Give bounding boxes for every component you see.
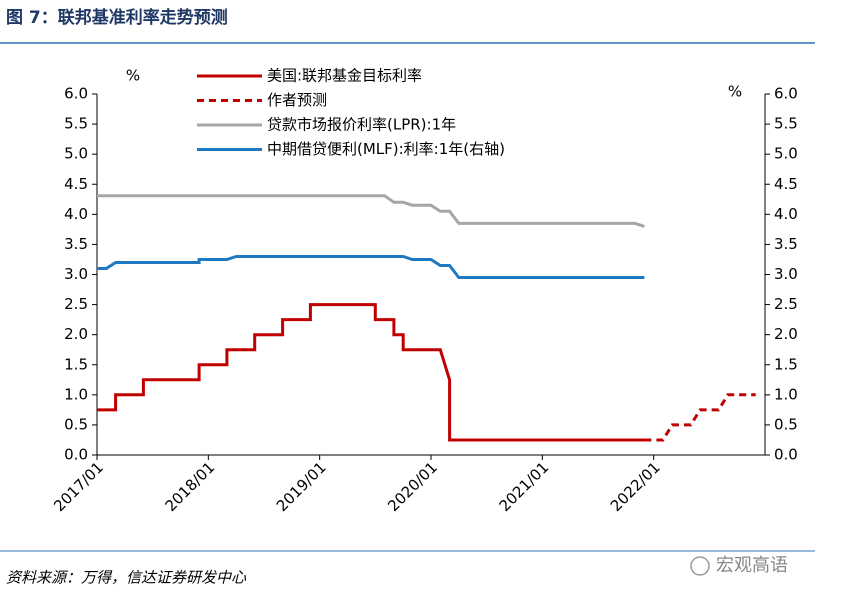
y2-axis-label: % xyxy=(728,83,742,101)
y-tick-label: 6.0 xyxy=(64,85,88,103)
y-tick-label: 3.5 xyxy=(64,235,88,253)
y2-tick-label: 6.0 xyxy=(774,85,798,103)
y-axis-label: % xyxy=(126,67,140,85)
y2-tick-label: 5.0 xyxy=(774,145,798,163)
y-tick-label: 1.0 xyxy=(64,385,88,403)
legend-label: 作者预测 xyxy=(267,91,327,109)
y-tick-label: 2.0 xyxy=(64,325,88,343)
x-tick-label: 2017/01 xyxy=(50,458,107,515)
y2-tick-label: 5.5 xyxy=(774,115,798,133)
y2-tick-label: 3.5 xyxy=(774,235,798,253)
y2-tick-label: 3.0 xyxy=(774,265,798,283)
legend-label: 贷款市场报价利率(LPR):1年 xyxy=(267,116,456,134)
y-tick-label: 2.5 xyxy=(64,295,88,313)
x-tick-label: 2018/01 xyxy=(162,458,219,515)
series-line xyxy=(97,303,645,442)
y-tick-label: 0.5 xyxy=(64,415,88,433)
series-line xyxy=(97,255,645,279)
y-tick-label: 3.0 xyxy=(64,265,88,283)
watermark: 宏观高语 xyxy=(716,555,788,576)
y2-tick-label: 2.0 xyxy=(774,325,798,343)
y-tick-label: 4.5 xyxy=(64,175,88,193)
legend-label: 美国:联邦基金目标利率 xyxy=(267,67,422,85)
y-tick-label: 4.0 xyxy=(64,205,88,223)
y-tick-label: 1.5 xyxy=(64,355,88,373)
chart-title: 图 7：联邦基准利率走势预测 xyxy=(6,7,228,28)
y2-tick-label: 2.5 xyxy=(774,295,798,313)
y2-tick-label: 0.5 xyxy=(774,415,798,433)
y-tick-label: 5.5 xyxy=(64,115,88,133)
x-tick-label: 2019/01 xyxy=(273,458,330,515)
y-tick-label: 0.0 xyxy=(64,446,88,464)
x-tick-label: 2020/01 xyxy=(384,458,441,515)
y2-tick-label: 4.0 xyxy=(774,205,798,223)
y-tick-label: 5.0 xyxy=(64,145,88,163)
watermark-icon xyxy=(690,556,710,576)
x-tick-label: 2022/01 xyxy=(607,458,664,515)
source-note: 资料来源：万得，信达证券研发中心 xyxy=(6,569,247,587)
y2-tick-label: 4.5 xyxy=(774,175,798,193)
series-line xyxy=(97,194,645,228)
legend-label: 中期借贷便利(MLF):利率:1年(右轴) xyxy=(267,140,505,158)
y2-tick-label: 1.0 xyxy=(774,385,798,403)
y2-tick-label: 0.0 xyxy=(774,446,798,464)
x-tick-label: 2021/01 xyxy=(496,458,553,515)
series-line xyxy=(644,393,756,442)
y2-tick-label: 1.5 xyxy=(774,355,798,373)
